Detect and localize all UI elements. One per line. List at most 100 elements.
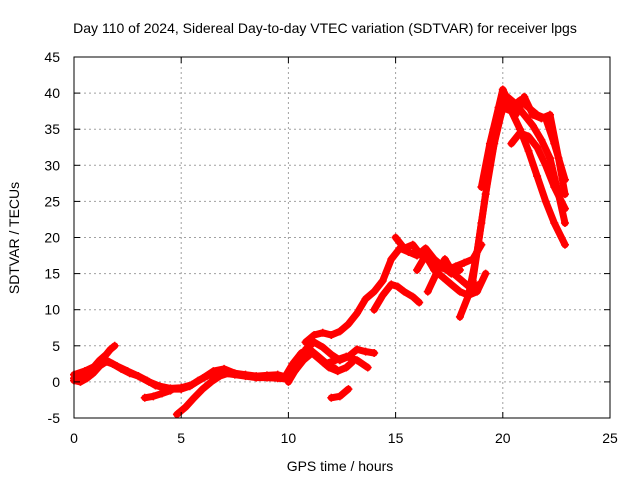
data-point xyxy=(550,182,559,191)
data-point xyxy=(361,294,370,303)
data-point xyxy=(421,244,430,253)
data-point xyxy=(335,392,344,401)
data-point xyxy=(80,367,89,376)
data-point xyxy=(541,161,550,170)
data-point xyxy=(273,370,282,379)
data-point xyxy=(155,382,164,391)
y-tick-label: 20 xyxy=(44,230,60,246)
data-point xyxy=(318,328,327,337)
data-point xyxy=(447,280,456,289)
data-point xyxy=(370,305,379,314)
data-point xyxy=(112,362,121,371)
data-point xyxy=(460,258,469,267)
data-point xyxy=(423,287,432,296)
data-point xyxy=(172,410,181,419)
y-tick-label: 45 xyxy=(44,49,60,65)
data-point xyxy=(408,240,417,249)
series-track-10 xyxy=(320,352,372,372)
data-point xyxy=(421,251,430,260)
data-point xyxy=(207,377,216,386)
data-point xyxy=(290,367,299,376)
data-point xyxy=(82,374,91,383)
data-point xyxy=(353,345,362,354)
data-point xyxy=(449,269,458,278)
data-point xyxy=(494,103,503,112)
data-point xyxy=(520,110,529,119)
data-point xyxy=(378,276,387,285)
y-tick-label: 10 xyxy=(44,302,60,318)
data-point xyxy=(528,121,537,130)
y-tick-label: 0 xyxy=(52,374,60,390)
data-point xyxy=(507,139,516,148)
data-point xyxy=(370,349,379,358)
tick-layer: 0 5 10 15 20 25 -5 0 5 10 15 20 25 30 35 40 45 xyxy=(44,49,618,446)
data-point xyxy=(353,309,362,318)
data-point xyxy=(301,338,310,347)
x-tick-label: 0 xyxy=(70,430,78,446)
data-point xyxy=(554,154,563,163)
data-point xyxy=(299,356,308,365)
series-line xyxy=(141,387,174,402)
series-layer xyxy=(70,85,569,419)
data-point xyxy=(413,265,422,274)
data-point xyxy=(149,392,158,401)
data-point xyxy=(215,372,224,381)
data-point xyxy=(537,114,546,123)
data-point xyxy=(198,385,207,394)
data-point xyxy=(288,359,297,368)
data-point xyxy=(520,92,529,101)
data-point xyxy=(533,143,542,152)
data-point xyxy=(393,282,402,291)
data-point xyxy=(391,233,400,242)
data-point xyxy=(342,352,351,361)
data-point xyxy=(468,276,477,285)
series-track-20 xyxy=(511,92,569,199)
data-point xyxy=(353,356,362,365)
y-tick-label: -5 xyxy=(48,410,61,426)
series-track-12 xyxy=(370,280,424,314)
data-point xyxy=(524,146,533,155)
data-point xyxy=(310,330,319,339)
data-point xyxy=(560,219,569,228)
data-point xyxy=(560,190,569,199)
data-point xyxy=(177,383,186,392)
data-point xyxy=(145,377,154,386)
data-point xyxy=(331,356,340,365)
data-point xyxy=(224,369,233,378)
data-point xyxy=(284,377,293,386)
data-point xyxy=(545,110,554,119)
data-point xyxy=(297,349,306,358)
series-track-11 xyxy=(327,385,353,402)
data-point xyxy=(327,330,336,339)
x-tick-label: 10 xyxy=(281,430,297,446)
data-point xyxy=(507,103,516,112)
x-axis-label: GPS time / hours xyxy=(287,458,394,474)
data-point xyxy=(458,276,467,285)
data-point xyxy=(481,269,490,278)
data-point xyxy=(316,356,325,365)
data-point xyxy=(123,367,132,376)
data-point xyxy=(318,343,327,352)
data-point xyxy=(134,372,143,381)
data-point xyxy=(106,345,115,354)
data-point xyxy=(550,219,559,228)
data-point xyxy=(400,244,409,253)
data-point xyxy=(533,172,542,181)
x-tick-label: 25 xyxy=(602,430,618,446)
data-point xyxy=(464,291,473,300)
data-point xyxy=(91,362,100,371)
data-point xyxy=(387,255,396,264)
data-point xyxy=(560,204,569,213)
data-point xyxy=(473,287,482,296)
data-point xyxy=(166,386,175,395)
data-point xyxy=(560,240,569,249)
data-point xyxy=(455,287,464,296)
data-point xyxy=(498,85,507,94)
data-point xyxy=(545,154,554,163)
data-point xyxy=(187,380,196,389)
data-point xyxy=(342,363,351,372)
data-point xyxy=(430,265,439,274)
series-track-4 xyxy=(140,386,175,402)
data-point xyxy=(541,197,550,206)
